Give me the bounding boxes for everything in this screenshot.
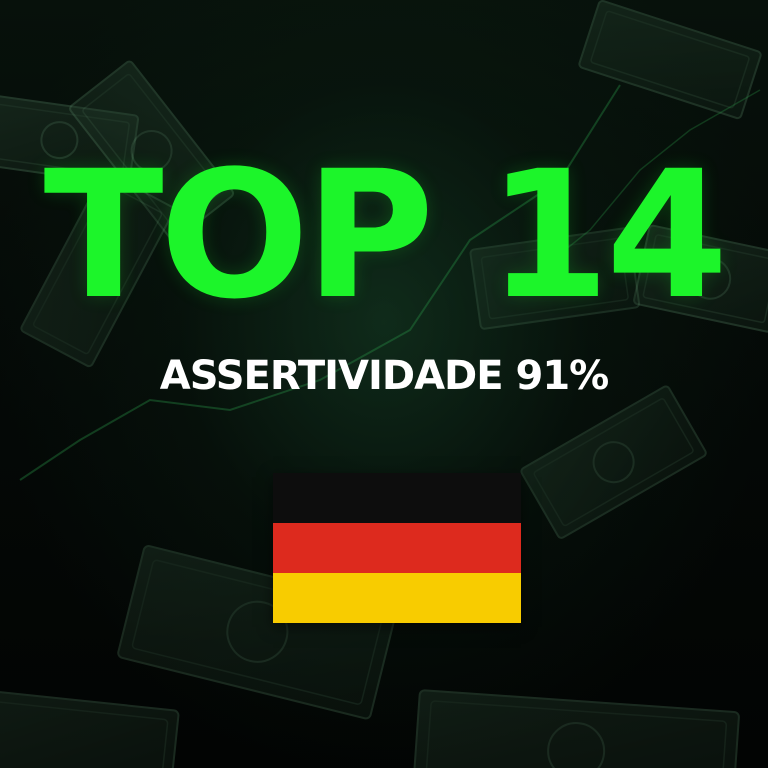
dollar-bill-right bbox=[633, 224, 768, 333]
dollar-bill-upper-left bbox=[69, 60, 235, 242]
flag-stripe-black bbox=[273, 473, 521, 523]
germany-flag bbox=[273, 473, 521, 623]
dollar-bill-top-right bbox=[578, 0, 762, 120]
glow-trend-line bbox=[19, 84, 621, 481]
dollar-bill-left-middle bbox=[20, 171, 175, 368]
dollar-bill-lower-right bbox=[520, 385, 707, 539]
accuracy-subtitle: ASSERTIVIDADE 91% bbox=[159, 353, 609, 399]
headline-title: TOP 14 bbox=[43, 133, 729, 338]
dollar-bill-bottom-left bbox=[0, 689, 180, 768]
dollar-bill-bottom-right bbox=[412, 689, 740, 768]
flag-stripe-red bbox=[273, 523, 521, 573]
dollar-bill-lower-left bbox=[117, 545, 398, 720]
dollar-bill-center-right bbox=[469, 227, 641, 330]
flag-stripe-gold bbox=[273, 573, 521, 623]
glow-trend-line-secondary bbox=[539, 89, 761, 271]
